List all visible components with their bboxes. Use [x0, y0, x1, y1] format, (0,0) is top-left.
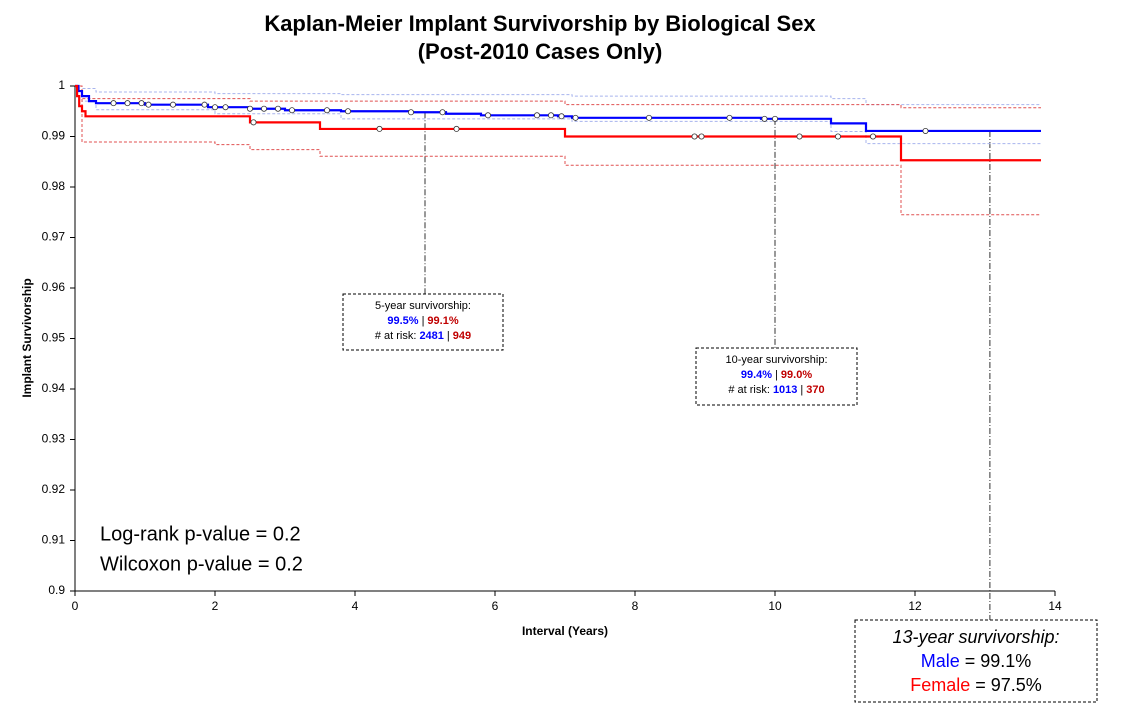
confidence-line — [75, 85, 1041, 109]
x-tick-label: 10 — [768, 599, 782, 613]
censor-marker — [870, 133, 877, 140]
separator: | — [800, 384, 803, 396]
censor-marker — [145, 101, 152, 108]
separator: | — [775, 369, 778, 381]
censor-marker — [646, 114, 653, 121]
y-tick-label: 0.9 — [48, 583, 65, 597]
survival-line — [75, 84, 1041, 133]
x-tick-label: 8 — [632, 599, 639, 613]
male-risk: 1013 — [773, 384, 797, 396]
censor-marker — [211, 104, 218, 111]
female-value: 99.0% — [781, 369, 812, 381]
chart-title: (Post-2010 Cases Only) — [418, 39, 663, 64]
y-tick-label: 0.93 — [42, 432, 66, 446]
x-tick-label: 0 — [72, 599, 79, 613]
male-name: Male — [921, 651, 960, 671]
censor-marker — [698, 133, 705, 140]
confidence-line — [75, 85, 1041, 106]
y-tick-label: 0.98 — [42, 179, 66, 193]
annotation-values: 99.5% | 99.1% — [387, 315, 458, 327]
male-value: 99.4% — [741, 369, 772, 381]
risk-label: # at risk: — [375, 330, 417, 342]
censor-marker — [169, 101, 176, 108]
annotation-female: Female = 97.5% — [910, 675, 1042, 695]
annotation-title: 13-year survivorship: — [892, 627, 1059, 647]
censor-marker — [691, 133, 698, 140]
censor-marker — [922, 127, 929, 134]
censor-marker — [761, 115, 768, 122]
risk-label: # at risk: — [728, 384, 770, 396]
censor-marker — [484, 112, 491, 119]
y-tick-label: 0.94 — [42, 381, 66, 395]
female-value: = 97.5% — [975, 675, 1042, 695]
female-name: Female — [910, 675, 970, 695]
censor-marker — [246, 105, 253, 112]
annotation-risk: # at risk: 2481 | 949 — [375, 330, 471, 342]
survival-line — [75, 84, 1041, 162]
censor-marker — [726, 114, 733, 121]
annotation-box — [342, 293, 504, 351]
censor-marker — [453, 125, 460, 132]
annotation-box — [695, 347, 858, 406]
censor-marker — [548, 112, 555, 119]
annotation-box — [854, 619, 1098, 703]
y-tick-label: 0.96 — [42, 280, 66, 294]
censor-marker — [376, 125, 383, 132]
censor-marker — [222, 104, 229, 111]
y-tick-label: 1 — [58, 78, 65, 92]
stat-text: Wilcoxon p-value = 0.2 — [100, 553, 303, 575]
annotation-risk: # at risk: 1013 | 370 — [728, 384, 824, 396]
censor-marker — [407, 109, 414, 116]
separator: | — [447, 330, 450, 342]
annotation-title: 10-year survivorship: — [725, 354, 827, 366]
censor-marker — [250, 119, 257, 126]
y-tick-label: 0.99 — [42, 129, 66, 143]
male-value: = 99.1% — [965, 651, 1032, 671]
female-value: 99.1% — [427, 315, 458, 327]
censor-marker — [558, 113, 565, 120]
censor-marker — [344, 108, 351, 115]
male-value: 99.5% — [387, 315, 418, 327]
censor-marker — [260, 105, 267, 112]
censor-marker — [124, 100, 131, 107]
x-tick-label: 6 — [492, 599, 499, 613]
x-tick-label: 4 — [352, 599, 359, 613]
y-axis-label: Implant Survivorship — [20, 278, 34, 397]
female-risk: 370 — [806, 384, 824, 396]
annotation-values: 99.4% | 99.0% — [741, 369, 812, 381]
x-tick-label: 12 — [908, 599, 922, 613]
censor-marker — [835, 133, 842, 140]
y-tick-label: 0.91 — [42, 533, 66, 547]
annotation-title: 5-year survivorship: — [375, 300, 471, 312]
censor-marker — [572, 114, 579, 121]
censor-marker — [274, 105, 281, 112]
censor-marker — [138, 100, 145, 107]
censor-marker — [201, 101, 208, 108]
censor-marker — [796, 133, 803, 140]
stat-text: Log-rank p-value = 0.2 — [100, 523, 301, 545]
censor-marker — [110, 100, 117, 107]
censor-marker — [323, 107, 330, 114]
y-tick-label: 0.97 — [42, 230, 66, 244]
male-risk: 2481 — [419, 330, 443, 342]
separator: | — [422, 315, 425, 327]
x-tick-label: 2 — [212, 599, 219, 613]
y-tick-label: 0.95 — [42, 331, 66, 345]
x-axis-label: Interval (Years) — [522, 624, 608, 638]
chart-title: Kaplan-Meier Implant Survivorship by Bio… — [264, 11, 816, 36]
censor-marker — [534, 112, 541, 119]
female-risk: 949 — [453, 330, 471, 342]
x-tick-label: 14 — [1048, 599, 1062, 613]
confidence-line — [75, 85, 1041, 145]
censor-marker — [288, 107, 295, 114]
censor-marker — [439, 109, 446, 116]
censor-marker — [772, 115, 779, 122]
y-tick-label: 0.92 — [42, 482, 66, 496]
confidence-line — [75, 85, 1041, 216]
annotation-male: Male = 99.1% — [921, 651, 1032, 671]
